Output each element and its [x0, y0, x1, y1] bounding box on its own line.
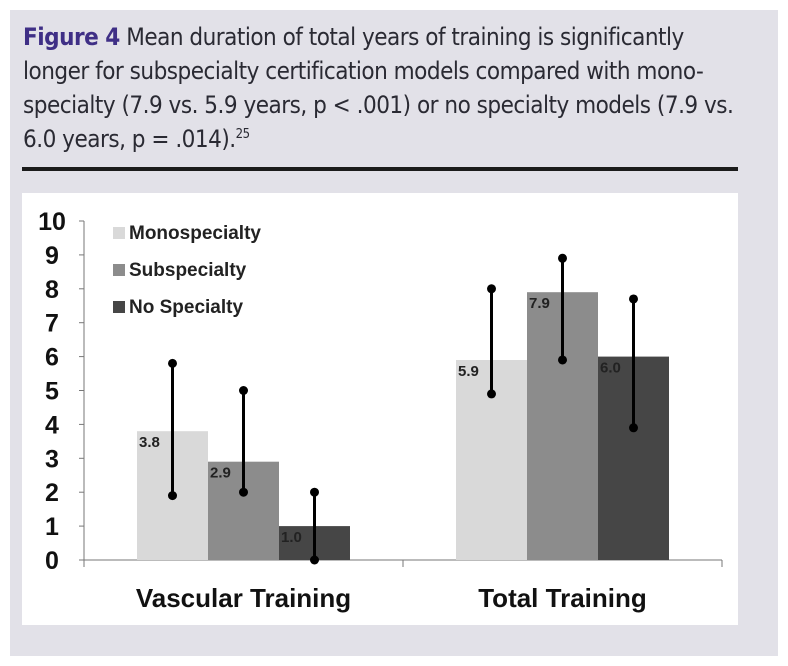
caption-text: Mean duration of total years of training…: [23, 23, 734, 153]
legend-label: Monospecialty: [129, 223, 261, 244]
error-bar-cap-top: [168, 358, 177, 368]
y-tick-label: 9: [45, 242, 59, 270]
legend-swatch: [113, 227, 125, 239]
y-tick-label: 10: [38, 208, 66, 236]
legend-swatch: [113, 301, 125, 313]
error-bar-cap-top: [487, 284, 496, 294]
y-tick-label: 0: [45, 547, 59, 575]
reference-number: 25: [235, 127, 250, 142]
y-tick-label: 5: [45, 378, 59, 406]
x-category-label: Total Training: [478, 583, 647, 613]
figure-caption: Figure 4 Mean duration of total years of…: [23, 20, 743, 156]
caption-divider: [22, 167, 738, 171]
data-label: 1.0: [281, 529, 302, 546]
data-label: 2.9: [210, 465, 231, 482]
y-tick-label: 8: [45, 276, 59, 304]
error-bar-cap-bottom: [310, 555, 319, 565]
error-bar-cap-bottom: [168, 491, 177, 501]
error-bar-cap-bottom: [558, 355, 567, 365]
y-tick-label: 7: [45, 310, 59, 338]
chart-area: 0 1 2 3 4 5 6 7 8 9 10 Vascular Training Total Train…: [22, 193, 738, 625]
y-tick-label: 4: [45, 411, 59, 439]
y-tick-label: 3: [45, 445, 59, 473]
error-bar-cap-bottom: [487, 389, 496, 399]
legend-swatch: [113, 264, 125, 276]
x-category-label: Vascular Training: [136, 583, 351, 613]
legend-label: Subspecialty: [129, 260, 247, 281]
error-bar-cap-top: [310, 487, 319, 497]
bar-chart: 0 1 2 3 4 5 6 7 8 9 10 Vascular Training Total Train…: [38, 208, 723, 613]
figure-label: Figure 4: [23, 23, 120, 51]
y-tick-label: 2: [45, 479, 59, 507]
legend-label: No Specialty: [129, 297, 243, 318]
data-label: 3.8: [139, 434, 160, 451]
error-bar-cap-top: [558, 253, 567, 263]
y-tick-label: 6: [45, 344, 59, 372]
error-bar-cap-bottom: [629, 423, 638, 433]
error-bar-cap-bottom: [239, 487, 248, 497]
y-tick-label: 1: [45, 513, 59, 541]
error-bar-cap-top: [239, 386, 248, 395]
data-label: 6.0: [600, 360, 621, 377]
data-label: 5.9: [458, 363, 479, 380]
error-bar-cap-top: [629, 294, 638, 304]
data-label: 7.9: [529, 295, 550, 312]
